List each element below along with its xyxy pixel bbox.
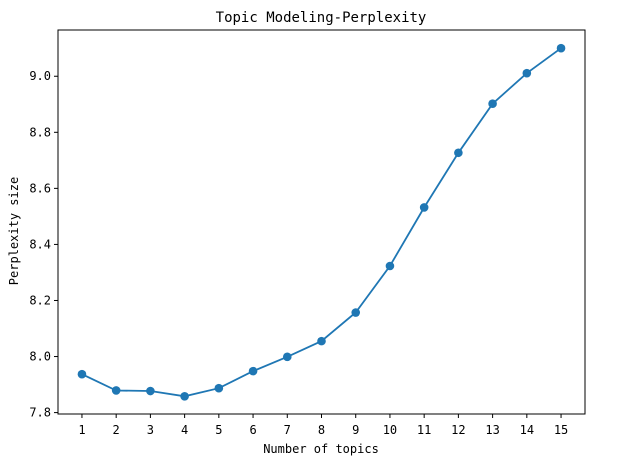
y-tick-label: 8.4: [29, 237, 51, 251]
x-tick-label: 14: [520, 423, 534, 437]
y-axis-label: Perplexity size: [7, 177, 21, 285]
y-tick-label: 8.6: [29, 181, 51, 195]
data-point: [454, 148, 463, 158]
data-point: [419, 203, 429, 212]
data-point: [522, 68, 532, 78]
x-tick-label: 5: [215, 423, 222, 437]
y-tick-label: 9.0: [29, 69, 51, 83]
data-point: [146, 386, 155, 396]
y-tick-label: 8.8: [29, 125, 51, 139]
x-axis-label: Number of topics: [263, 442, 379, 456]
x-tick-label: 13: [485, 423, 499, 437]
chart-title: Topic Modeling-Perplexity: [216, 10, 427, 26]
x-tick-label: 3: [147, 423, 154, 437]
data-point: [351, 308, 361, 317]
x-tick-label: 15: [554, 423, 568, 437]
data-point: [77, 369, 87, 379]
x-tick-label: 12: [451, 423, 465, 437]
data-point: [385, 261, 395, 271]
y-tick-label: 8.2: [29, 293, 51, 307]
data-point: [248, 366, 258, 376]
data-point: [488, 99, 497, 109]
data-point: [111, 386, 121, 395]
data-point: [556, 43, 566, 53]
plot-frame: [57, 29, 586, 415]
data-point: [180, 392, 189, 401]
x-tick-label: 6: [249, 423, 256, 437]
x-tick-label: 1: [78, 423, 85, 437]
x-tick-label: 8: [318, 423, 325, 437]
x-tick-label: 7: [284, 423, 291, 437]
x-tick-label: 9: [352, 423, 359, 437]
chart-marks: 1 2 3 4 5 6 7 8 9 10 11 12 13 14 157.88.08.28.48.68.89…: [29, 43, 568, 437]
x-tick-label: 4: [181, 423, 188, 437]
x-tick-label: 2: [113, 423, 120, 437]
x-tick-label: 10: [383, 423, 397, 437]
y-tick-label: 8.0: [29, 350, 51, 364]
x-tick-label: 11: [417, 423, 431, 437]
data-point: [282, 352, 292, 362]
data-point: [214, 383, 224, 393]
data-point: [317, 336, 326, 346]
y-tick-label: 7.8: [29, 406, 51, 420]
